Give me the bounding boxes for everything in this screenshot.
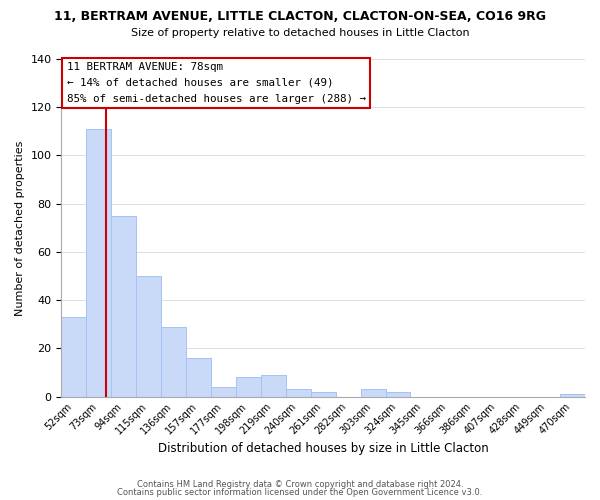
Bar	[361, 390, 386, 396]
Bar	[211, 387, 236, 396]
Bar	[236, 378, 261, 396]
Bar	[111, 216, 136, 396]
Bar	[161, 326, 186, 396]
Text: Contains public sector information licensed under the Open Government Licence v3: Contains public sector information licen…	[118, 488, 482, 497]
Bar	[560, 394, 585, 396]
Y-axis label: Number of detached properties: Number of detached properties	[15, 140, 25, 316]
Bar	[286, 390, 311, 396]
Bar	[261, 375, 286, 396]
Text: Contains HM Land Registry data © Crown copyright and database right 2024.: Contains HM Land Registry data © Crown c…	[137, 480, 463, 489]
Bar	[86, 129, 111, 396]
Text: Size of property relative to detached houses in Little Clacton: Size of property relative to detached ho…	[131, 28, 469, 38]
Text: 11 BERTRAM AVENUE: 78sqm
← 14% of detached houses are smaller (49)
85% of semi-d: 11 BERTRAM AVENUE: 78sqm ← 14% of detach…	[67, 62, 365, 104]
Bar	[186, 358, 211, 397]
Text: 11, BERTRAM AVENUE, LITTLE CLACTON, CLACTON-ON-SEA, CO16 9RG: 11, BERTRAM AVENUE, LITTLE CLACTON, CLAC…	[54, 10, 546, 23]
Bar	[386, 392, 410, 396]
Bar	[311, 392, 335, 396]
X-axis label: Distribution of detached houses by size in Little Clacton: Distribution of detached houses by size …	[158, 442, 488, 455]
Bar	[136, 276, 161, 396]
Bar	[61, 317, 86, 396]
